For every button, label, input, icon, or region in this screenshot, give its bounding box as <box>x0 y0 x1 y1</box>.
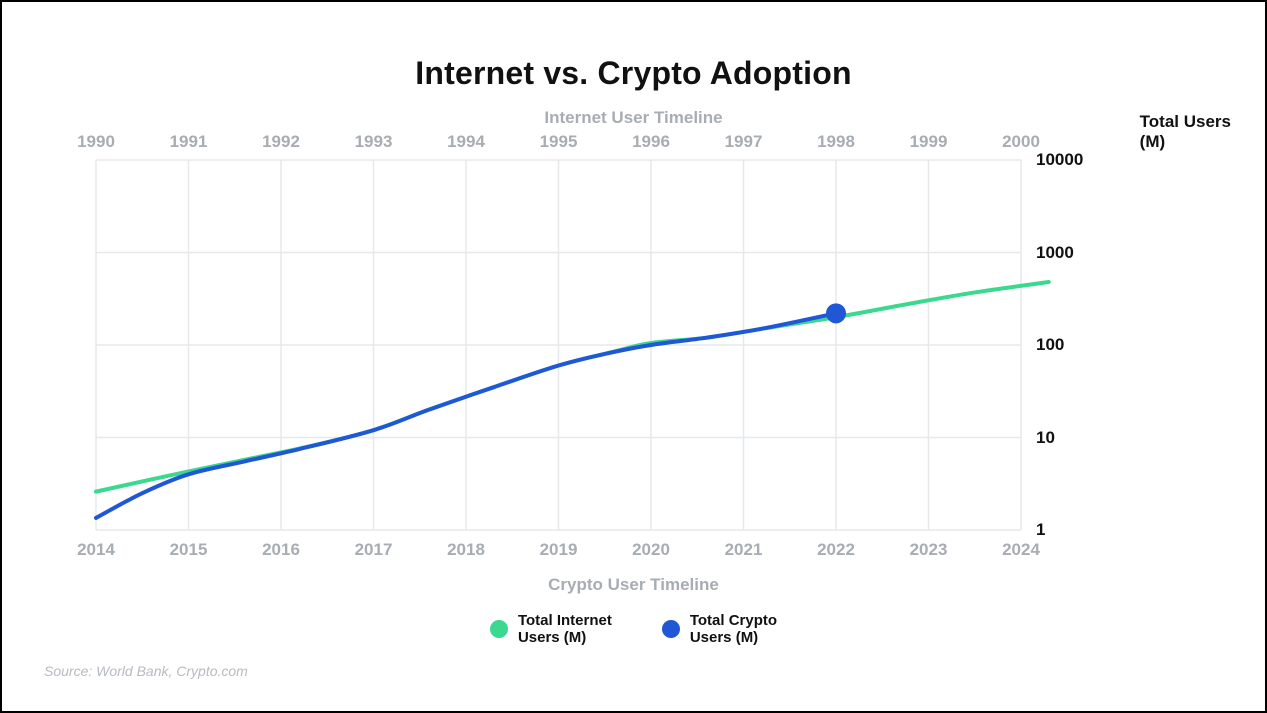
legend: Total Internet Users (M) Total Crypto Us… <box>0 612 1267 647</box>
x-bottom-label: 2016 <box>262 540 300 560</box>
plot-svg <box>96 160 1021 530</box>
x-bottom-label: 2021 <box>725 540 763 560</box>
x-bottom-label: 2020 <box>632 540 670 560</box>
x-top-label: 1990 <box>77 132 115 152</box>
y-label: 10000 <box>1036 150 1083 170</box>
y-axis-title: Total Users (M) <box>1140 112 1231 152</box>
x-top-label: 1992 <box>262 132 300 152</box>
y-label: 1 <box>1036 520 1045 540</box>
series-end-marker-crypto <box>826 303 846 323</box>
x-top-label: 1995 <box>540 132 578 152</box>
x-bottom-label: 2018 <box>447 540 485 560</box>
x-top-label: 1996 <box>632 132 670 152</box>
x-bottom-label: 2024 <box>1002 540 1040 560</box>
legend-line1: Total Crypto <box>690 612 777 629</box>
y-label: 1000 <box>1036 243 1074 263</box>
top-axis-title: Internet User Timeline <box>0 108 1267 128</box>
legend-text-internet: Total Internet Users (M) <box>518 612 612 647</box>
x-top-label: 1991 <box>170 132 208 152</box>
x-top-label: 1994 <box>447 132 485 152</box>
bottom-axis-title: Crypto User Timeline <box>0 575 1267 595</box>
plot-area: 1990199119921993199419951996199719981999… <box>96 160 1021 530</box>
legend-line2: Users (M) <box>518 629 586 646</box>
x-bottom-label: 2019 <box>540 540 578 560</box>
x-bottom-label: 2023 <box>910 540 948 560</box>
x-bottom-label: 2015 <box>170 540 208 560</box>
x-top-label: 1999 <box>910 132 948 152</box>
legend-dot-internet <box>490 620 508 638</box>
y-label: 10 <box>1036 428 1055 448</box>
legend-item-crypto: Total Crypto Users (M) <box>662 612 777 647</box>
legend-line2: Users (M) <box>690 629 758 646</box>
legend-line1: Total Internet <box>518 612 612 629</box>
x-bottom-label: 2014 <box>77 540 115 560</box>
x-top-label: 1993 <box>355 132 393 152</box>
y-label: 100 <box>1036 335 1064 355</box>
x-top-label: 2000 <box>1002 132 1040 152</box>
y-axis-title-line1: Total Users <box>1140 112 1231 131</box>
chart-title: Internet vs. Crypto Adoption <box>0 55 1267 92</box>
legend-dot-crypto <box>662 620 680 638</box>
x-bottom-label: 2017 <box>355 540 393 560</box>
x-bottom-label: 2022 <box>817 540 855 560</box>
legend-item-internet: Total Internet Users (M) <box>490 612 612 647</box>
series-line-internet <box>96 282 1049 492</box>
x-top-label: 1997 <box>725 132 763 152</box>
legend-text-crypto: Total Crypto Users (M) <box>690 612 777 647</box>
y-axis-title-line2: (M) <box>1140 132 1165 151</box>
source-text: Source: World Bank, Crypto.com <box>44 663 248 679</box>
x-top-label: 1998 <box>817 132 855 152</box>
